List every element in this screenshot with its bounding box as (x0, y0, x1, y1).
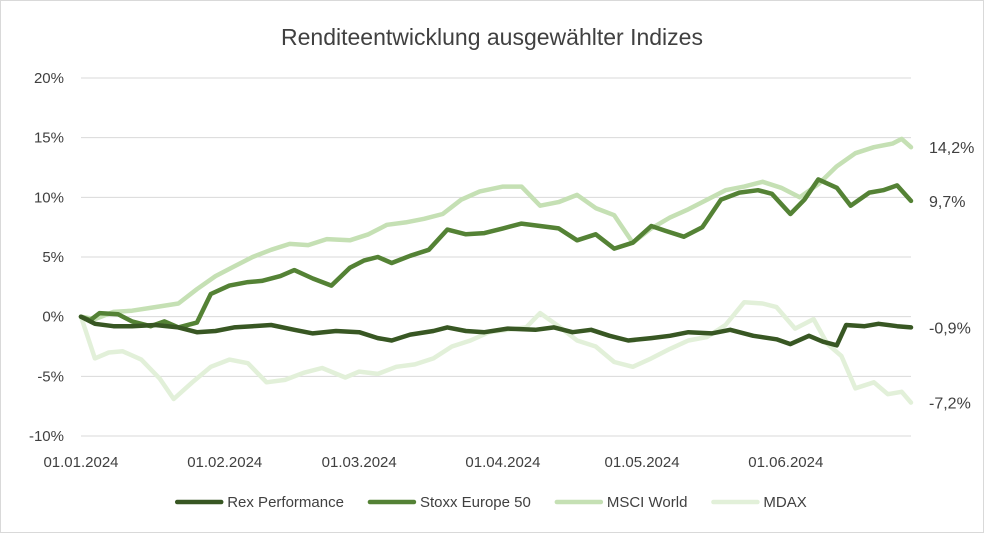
y-tick-label: -10% (29, 428, 64, 445)
series-line-rex-performance (78, 314, 914, 348)
y-tick-label: 5% (42, 249, 64, 266)
end-value-label: -0,9% (929, 320, 971, 337)
y-tick-label: 0% (42, 309, 64, 326)
series-line-mdax (78, 300, 914, 405)
end-value-label: -7,2% (929, 396, 971, 413)
series-line-msci-world (78, 136, 914, 322)
x-tick-label: 01.06.2024 (748, 454, 823, 471)
legend-label: Stoxx Europe 50 (420, 494, 531, 511)
legend-label: MDAX (763, 494, 806, 511)
y-tick-label: 15% (34, 130, 64, 147)
legend: Rex Performance Stoxx Europe 50 MSCI World… (174, 494, 807, 511)
grid-lines (81, 77, 911, 437)
x-tick-label: 01.05.2024 (605, 454, 680, 471)
legend-item: Stoxx Europe 50 (367, 494, 531, 511)
legend-item: MSCI World (554, 494, 688, 511)
x-axis-tick-labels: 01.01.2024 01.02.2024 01.03.2024 01.04.2024… (43, 454, 823, 471)
legend-label: Rex Performance (227, 494, 344, 511)
x-tick-label: 01.03.2024 (322, 454, 397, 471)
series-line-stoxx-europe-50 (78, 177, 914, 330)
y-tick-label: -5% (37, 368, 64, 385)
chart-title: Renditeentwicklung ausgewählter Indizes (281, 24, 703, 50)
legend-item: MDAX (711, 494, 807, 511)
series-lines (78, 136, 914, 405)
legend-item: Rex Performance (174, 494, 344, 511)
y-tick-label: 20% (34, 70, 64, 87)
legend-label: MSCI World (607, 494, 688, 511)
x-tick-label: 01.01.2024 (43, 454, 118, 471)
end-value-label: 9,7% (929, 194, 965, 211)
y-tick-label: 10% (34, 189, 64, 206)
end-value-labels: 14,2% 9,7% -0,9% -7,2% (929, 140, 974, 412)
x-tick-label: 01.02.2024 (187, 454, 262, 471)
x-tick-label: 01.04.2024 (465, 454, 540, 471)
y-axis-tick-labels: -10% -5% 0% 5% 10% 15% 20% (29, 70, 64, 445)
end-value-label: 14,2% (929, 140, 974, 157)
